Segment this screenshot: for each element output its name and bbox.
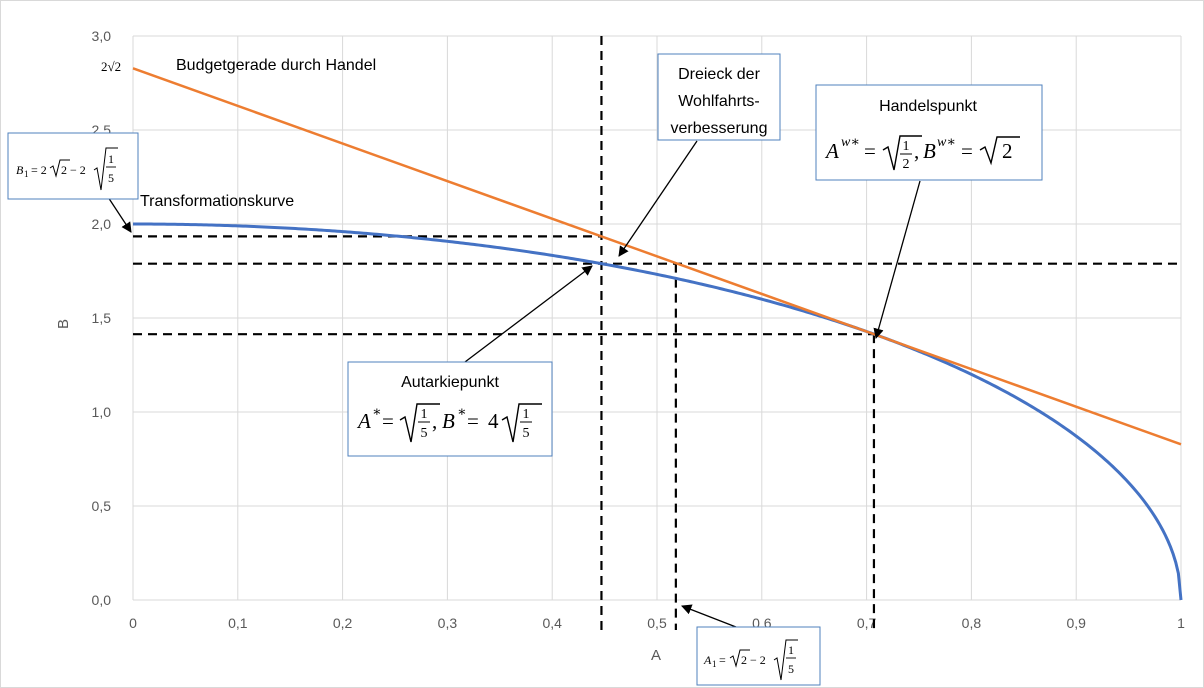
- svg-text:B: B: [923, 139, 936, 163]
- x-tick-label: 0,8: [962, 615, 982, 631]
- svg-text:=: =: [864, 139, 876, 163]
- svg-text:A: A: [824, 139, 839, 163]
- x-tick-label: 0,2: [333, 615, 353, 631]
- tick-labels: 0 0,1 0,2 0,3 0,4 0,5 0,6 0,7 0,8 0,9 10,00,51,01,…: [92, 28, 1186, 631]
- b1-box: [7, 132, 139, 200]
- svg-text:=: =: [382, 409, 394, 433]
- svg-text:= 2: = 2: [31, 163, 47, 177]
- x-tick-label: 0,7: [857, 615, 877, 631]
- arrow-handel: [873, 180, 921, 340]
- y-tick-label: 1,0: [92, 404, 112, 420]
- dreieck-box: [657, 53, 781, 141]
- svg-text:2 − 2: 2 − 2: [61, 163, 86, 177]
- handel-title: Handelspunkt: [879, 98, 977, 115]
- a1-box: [696, 626, 821, 686]
- svg-text:,: ,: [432, 409, 437, 433]
- x-axis-title: A: [651, 647, 661, 664]
- arrows: [107, 140, 921, 628]
- svg-text:5: 5: [108, 171, 114, 185]
- svg-text:1: 1: [712, 659, 717, 669]
- autarkie-title: Autarkiepunkt: [401, 374, 499, 391]
- svg-text:5: 5: [421, 426, 428, 441]
- svg-text:1: 1: [523, 407, 530, 422]
- autarkie-formula: A ∗ = 1 5 , B ∗ = 4 1 5: [356, 403, 542, 443]
- y-tick-label: 2,0: [92, 216, 112, 232]
- svg-text:=: =: [467, 409, 479, 433]
- dreieck-line2: Wohlfahrts-: [678, 93, 760, 110]
- svg-text:=: =: [719, 653, 726, 667]
- svg-text:2: 2: [903, 157, 910, 172]
- svg-text:∗: ∗: [457, 405, 467, 420]
- svg-text:w∗: w∗: [937, 135, 956, 150]
- reference-lines: [133, 36, 1181, 630]
- y-tick-label: 0,0: [92, 592, 112, 608]
- handel-formula: A w∗ = 1 2 , B w∗ = 2: [824, 135, 1020, 172]
- budget-label: Budgetgerade durch Handel: [176, 57, 376, 74]
- x-tick-label: 0,9: [1066, 615, 1086, 631]
- svg-text:1: 1: [788, 643, 794, 657]
- x-tick-label: 0: [129, 615, 137, 631]
- svg-text:,: ,: [914, 139, 919, 163]
- svg-text:1: 1: [421, 407, 428, 422]
- x-tick-label: 0,4: [542, 615, 562, 631]
- series-lines: [132, 67, 1183, 601]
- svg-text:5: 5: [788, 662, 794, 676]
- svg-text:∗: ∗: [372, 405, 382, 420]
- svg-text:B: B: [16, 163, 24, 177]
- dreieck-line1: Dreieck der: [678, 66, 760, 83]
- handel-box: [815, 84, 1043, 181]
- arrow-autarkie: [460, 265, 593, 366]
- svg-text:2: 2: [1002, 139, 1013, 163]
- svg-text:B: B: [442, 409, 455, 433]
- y-tick-label: 3,0: [92, 28, 112, 44]
- svg-text:1: 1: [24, 169, 29, 179]
- svg-text:2 − 2: 2 − 2: [741, 653, 766, 667]
- handel-callout: Handelspunkt A w∗ = 1 2 , B w∗ = 2: [815, 84, 1043, 181]
- arrow-dreieck: [618, 140, 698, 257]
- dreieck-line3: verbesserung: [671, 120, 768, 137]
- x-tick-label: 1: [1177, 615, 1185, 631]
- svg-text:A: A: [703, 653, 712, 667]
- b1-callout: B 1 = 2 2 − 2 1 5: [7, 132, 139, 200]
- arrow-a1: [681, 604, 737, 628]
- a1-callout: A 1 = 2 − 2 1 5: [696, 626, 821, 686]
- y-label-2sqrt2: 2√2: [101, 59, 121, 74]
- x-tick-label: 0,5: [647, 615, 667, 631]
- svg-text:5: 5: [523, 426, 530, 441]
- x-tick-label: 0,3: [438, 615, 458, 631]
- svg-text:1: 1: [108, 152, 114, 166]
- arrow-b1: [107, 196, 132, 233]
- series-line-budgetgerade: [132, 67, 1182, 446]
- y-axis-title: B: [55, 319, 72, 329]
- autarkie-callout: Autarkiepunkt A ∗ = 1 5 , B ∗ = 4 1 5: [347, 361, 553, 457]
- svg-text:=: =: [961, 139, 973, 163]
- svg-text:4: 4: [488, 409, 499, 433]
- svg-text:1: 1: [903, 139, 910, 154]
- svg-text:A: A: [356, 409, 371, 433]
- transformation-label: Transformationskurve: [140, 193, 294, 210]
- dreieck-callout: Dreieck der Wohlfahrts- verbesserung: [657, 53, 781, 141]
- y-tick-label: 0,5: [92, 498, 112, 514]
- svg-text:w∗: w∗: [841, 135, 860, 150]
- series-line-transformationskurve: [133, 222, 1183, 601]
- x-tick-label: 0,1: [228, 615, 248, 631]
- y-tick-label: 1,5: [92, 310, 112, 326]
